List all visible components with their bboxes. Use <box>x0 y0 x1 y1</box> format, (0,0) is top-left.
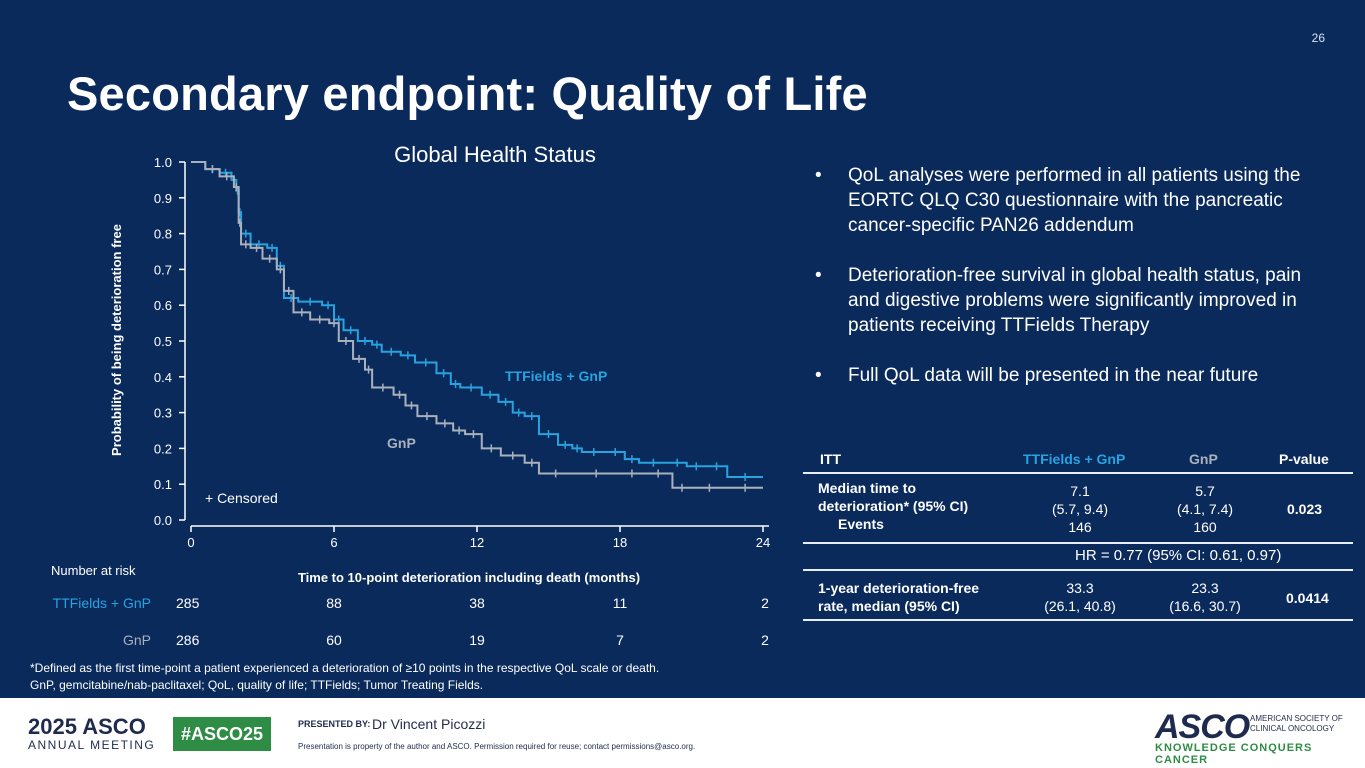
risk-value: 7 <box>616 632 624 648</box>
hr-cell: HR = 0.77 (95% CI: 0.61, 0.97) <box>1075 547 1282 564</box>
value: 5.7 <box>1195 483 1215 499</box>
gnp-rate-cell: 23.3 (16.6, 30.7) <box>1150 579 1260 615</box>
y-tick-label: 1.0 <box>154 155 172 170</box>
society-line: AMERICAN SOCIETY OF <box>1250 714 1343 723</box>
bullet-text: Full QoL data will be presented in the n… <box>848 365 1259 386</box>
table-header-gnp: GnP <box>1189 451 1218 467</box>
value: 33.3 <box>1066 580 1094 596</box>
events: 160 <box>1193 519 1217 535</box>
bullet-text: Deterioration-free survival in global he… <box>848 265 1302 336</box>
table-rule <box>803 619 1353 621</box>
meeting-logo: 2025 ASCO <box>28 714 146 740</box>
risk-table-header: Number at risk <box>51 563 136 578</box>
bullet-dot: • <box>815 265 822 286</box>
pvalue-cell: 0.023 <box>1287 501 1323 517</box>
row-label-line: Median time to <box>818 480 917 496</box>
table-rule <box>803 542 1353 544</box>
risk-value: 38 <box>469 595 485 611</box>
asco-logo: ASCO <box>1155 708 1250 746</box>
events: 146 <box>1068 519 1092 535</box>
asco-tagline: KNOWLEDGE CONQUERS CANCER <box>1155 742 1313 766</box>
pvalue-cell: 0.0414 <box>1286 590 1329 606</box>
censored-legend: + Censored <box>205 490 278 506</box>
y-tick-label: 0.7 <box>154 262 172 277</box>
x-tick-label: 18 <box>613 535 627 550</box>
x-tick-label: 6 <box>330 535 337 550</box>
chart-title: Global Health Status <box>394 142 596 167</box>
risk-value: 286 <box>176 632 200 648</box>
bullet-dot: • <box>815 165 822 186</box>
bullet-item: • Deterioration-free survival in global h… <box>815 263 1335 338</box>
risk-value: 2 <box>761 595 769 611</box>
x-tick-label: 24 <box>756 535 770 550</box>
risk-value: 11 <box>612 595 628 611</box>
footnote-line: *Defined as the first time-point a patie… <box>30 661 660 675</box>
hashtag-badge: #ASCO25 <box>173 717 271 751</box>
presented-by-label: PRESENTED BY: <box>298 719 371 729</box>
y-tick-label: 0.4 <box>154 370 172 385</box>
series-label-gnp: GnP <box>387 435 416 451</box>
ci: (4.1, 7.4) <box>1176 501 1234 517</box>
y-tick-label: 0.3 <box>154 406 172 421</box>
risk-value: 60 <box>326 632 342 648</box>
bullet-list: • QoL analyses were performed in all pati… <box>815 163 1335 413</box>
y-tick-label: 0.5 <box>154 334 172 349</box>
value: 7.1 <box>1070 483 1090 499</box>
y-tick-label: 0.0 <box>154 513 172 528</box>
risk-row-label: GnP <box>122 632 151 648</box>
y-tick-label: 0.6 <box>154 298 172 313</box>
x-tick-label: 12 <box>470 535 484 550</box>
row-label-line: 1-year deterioration-free <box>818 580 980 596</box>
meeting-asco: ASCO <box>82 714 146 739</box>
value: 23.3 <box>1191 580 1219 596</box>
ttfields-rate-cell: 33.3 (26.1, 40.8) <box>1025 579 1135 615</box>
row-label-line: rate, median (95% CI) <box>818 598 960 614</box>
bullet-item: • Full QoL data will be presented in the … <box>815 363 1335 388</box>
gnp-median-cell: 5.7 (4.1, 7.4) 160 <box>1150 482 1260 536</box>
ttfields-median-cell: 7.1 (5.7, 9.4) 146 <box>1025 482 1135 536</box>
table-rule <box>803 569 1353 571</box>
presenter-name: Dr Vincent Picozzi <box>372 716 486 732</box>
y-tick-label: 0.1 <box>154 477 172 492</box>
row-label-line: Events <box>838 516 884 532</box>
slide-title: Secondary endpoint: Quality of Life <box>67 67 868 120</box>
footnote-line: GnP, gemcitabine/nab-paclitaxel; QoL, qu… <box>30 678 484 692</box>
risk-value: 285 <box>176 595 200 611</box>
bullet-text: QoL analyses were performed in all patie… <box>848 165 1301 236</box>
meeting-label: ANNUAL MEETING <box>28 738 156 752</box>
table-rule <box>803 472 1353 474</box>
risk-value: 19 <box>469 632 485 648</box>
risk-value: 88 <box>326 595 342 611</box>
y-tick-label: 0.2 <box>154 441 172 456</box>
risk-row-label: TTFields + GnP <box>52 595 151 611</box>
footnote: *Defined as the first time-point a patie… <box>30 660 659 694</box>
x-axis-label: Time to 10-point deterioration including… <box>298 570 640 585</box>
society-line: CLINICAL ONCOLOGY <box>1250 724 1335 733</box>
disclaimer: Presentation is property of the author a… <box>298 742 696 751</box>
meeting-year: 2025 <box>28 714 77 739</box>
slide: 26 Secondary endpoint: Quality of Life G… <box>0 0 1365 698</box>
row-label-line: deterioration* (95% CI) <box>818 498 969 514</box>
bullet-item: • QoL analyses were performed in all pati… <box>815 163 1335 238</box>
series-label-ttfields: TTFields + GnP <box>505 368 607 384</box>
table-header-ttfields: TTFields + GnP <box>1023 451 1126 467</box>
gnp-curve <box>191 161 763 489</box>
society-name: AMERICAN SOCIETY OF CLINICAL ONCOLOGY <box>1250 714 1343 734</box>
x-tick-label: 0 <box>187 535 194 550</box>
row-label: Median time to deterioration* (95% CI) E… <box>818 479 968 533</box>
table-header-pvalue: P-value <box>1279 451 1329 467</box>
risk-value: 2 <box>761 632 769 648</box>
row-label: 1-year deterioration-free rate, median (… <box>818 579 979 615</box>
ci: (16.6, 30.7) <box>1169 598 1241 614</box>
y-tick-label: 0.8 <box>154 227 172 242</box>
ci: (26.1, 40.8) <box>1044 598 1116 614</box>
km-chart: Global Health Status Probability of bein… <box>109 142 770 585</box>
table-header-itt: ITT <box>820 451 841 467</box>
ttfields-curve <box>191 161 763 479</box>
ci: (5.7, 9.4) <box>1051 501 1109 517</box>
slide-number: 26 <box>1311 31 1325 45</box>
bullet-dot: • <box>815 365 822 386</box>
y-axis-label: Probability of being deterioration free <box>109 224 124 456</box>
y-tick-label: 0.9 <box>154 191 172 206</box>
